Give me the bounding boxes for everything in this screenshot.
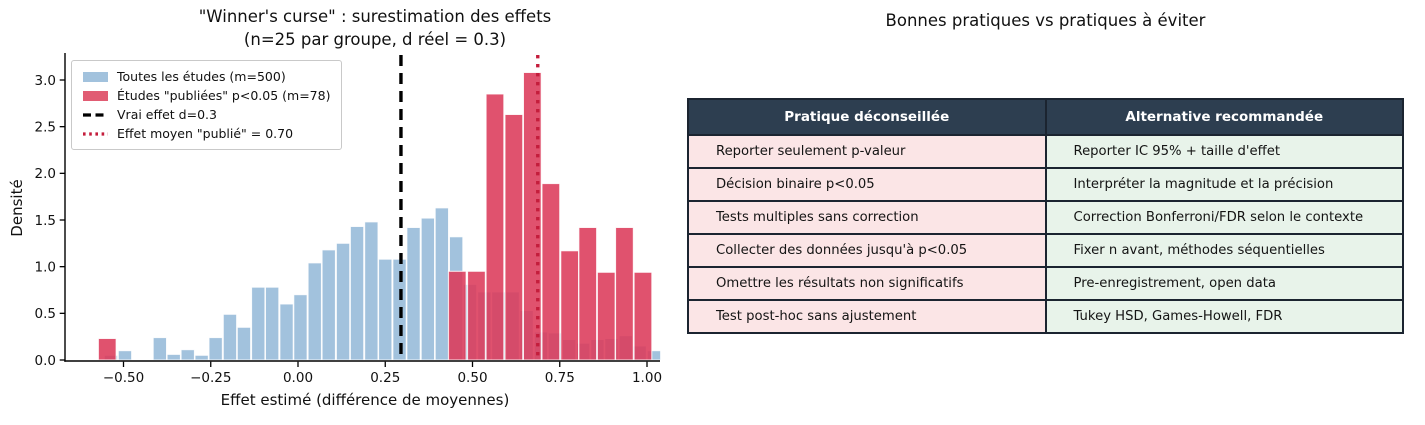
table-row: Test post-hoc sans ajustement Tukey HSD, …: [687, 299, 1404, 334]
table-row: Décision binaire p<0.05 Interpréter la ma…: [687, 167, 1404, 202]
alternative-cell: Reporter IC 95% + taille d'effet: [1044, 134, 1404, 169]
all-studies-bar: [152, 337, 167, 361]
y-tick-label: 0.5: [35, 306, 56, 322]
bad-practice-cell: Décision binaire p<0.05: [687, 167, 1047, 202]
legend-swatch-patch: [83, 71, 108, 82]
y-tick-label: 1.0: [35, 259, 56, 275]
alternative-cell: Tukey HSD, Games-Howell, FDR: [1044, 299, 1404, 334]
all-studies-bar: [406, 227, 421, 361]
x-tick-label: −0.25: [190, 370, 231, 386]
published-studies-bar: [504, 114, 524, 361]
alternative-cell: Pre-enregistrement, open data: [1044, 266, 1404, 301]
x-tick-label: 0.50: [457, 370, 487, 386]
legend-label: Études "publiées" p<0.05 (m=78): [117, 88, 331, 103]
published-studies-bar: [541, 183, 561, 361]
published-studies-bar: [578, 227, 598, 361]
chart-title-line2: (n=25 par groupe, d réel = 0.3): [243, 29, 507, 49]
legend-label: Effet moyen "publié" = 0.70: [117, 126, 294, 141]
table-row: Collecter des données jusqu'à p<0.05 Fixe…: [687, 233, 1404, 268]
chart-title: "Winner's curse" : surestimation des eff…: [60, 6, 690, 52]
legend-swatch-dotted-line: [83, 131, 108, 136]
published-studies-bar: [560, 250, 579, 361]
all-studies-bar: [265, 286, 280, 361]
x-tick-label: −0.50: [103, 370, 144, 386]
legend-swatch-dashed-line: [83, 112, 108, 117]
x-tick-label: 0.25: [370, 370, 400, 386]
all-studies-bar: [222, 313, 238, 361]
published-studies-bar: [615, 227, 634, 361]
histogram-plot: −0.50 −0.25 0.00 0.25 0.50 0.75 1.00 0.0 0.5 1.0 1…: [35, 53, 662, 386]
chart-title-line1: "Winner's curse" : surestimation des eff…: [198, 7, 552, 26]
x-axis-label: Effet estimé (différence de moyennes): [220, 391, 510, 409]
all-studies-bar: [420, 217, 436, 361]
best-practices-table: Pratique déconseillée Alternative recomma…: [687, 98, 1404, 334]
y-tick-label: 0.0: [35, 353, 56, 369]
published-studies-bar: [97, 338, 117, 361]
all-studies-bar: [321, 249, 336, 361]
all-studies-bar: [251, 286, 266, 361]
legend-swatch-patch: [83, 90, 108, 101]
legend-item: Effet moyen "publié" = 0.70: [83, 126, 330, 141]
table-row: Omettre les résultats non significatifs P…: [687, 266, 1404, 301]
all-studies-bar: [293, 294, 308, 361]
table-header-row: Pratique déconseillée Alternative recomma…: [687, 98, 1404, 136]
all-studies-bar: [117, 350, 133, 361]
y-axis-label: Densité: [8, 179, 26, 237]
all-studies-bar: [434, 207, 450, 361]
bad-practice-cell: Tests multiples sans correction: [687, 200, 1047, 235]
all-studies-bar: [166, 353, 181, 361]
winners-curse-chart-panel: "Winner's curse" : surestimation des eff…: [0, 0, 690, 425]
bad-practice-cell: Omettre les résultats non significatifs: [687, 266, 1047, 301]
chart-legend: Toutes les études (m=500) Études "publiée…: [71, 60, 343, 150]
table-row: Reporter seulement p-valeur Reporter IC 9…: [687, 134, 1404, 169]
all-studies-bar: [378, 258, 393, 361]
published-studies-bar: [633, 271, 653, 361]
legend-item: Vrai effet d=0.3: [83, 107, 330, 122]
all-studies-bar: [349, 226, 365, 361]
y-tick-label: 1.5: [35, 213, 56, 229]
bad-practice-cell: Reporter seulement p-valeur: [687, 134, 1047, 169]
y-tick-label: 2.0: [35, 166, 56, 182]
x-tick-label: 0.75: [545, 370, 575, 386]
legend-item: Études "publiées" p<0.05 (m=78): [83, 88, 330, 103]
all-studies-bar: [208, 337, 223, 361]
published-studies-bar: [447, 270, 467, 361]
y-tick-label: 2.5: [35, 119, 56, 135]
legend-label: Toutes les études (m=500): [117, 69, 286, 84]
all-studies-bar: [279, 303, 294, 361]
published-studies-bar: [485, 93, 505, 361]
alternative-cell: Fixer n avant, méthodes séquentielles: [1044, 233, 1404, 268]
alternative-cell: Interpréter la magnitude et la précision: [1044, 167, 1404, 202]
x-tick-label: 0.00: [283, 370, 313, 386]
y-tick-label: 3.0: [35, 73, 56, 89]
header-bad-practice: Pratique déconseillée: [687, 98, 1047, 136]
all-studies-bar: [364, 221, 379, 361]
x-tick-label: 1.00: [632, 370, 662, 386]
published-studies-bar: [596, 271, 616, 361]
legend-item: Toutes les études (m=500): [83, 69, 330, 84]
all-studies-bar: [307, 262, 322, 361]
legend-label: Vrai effet d=0.3: [117, 107, 217, 122]
published-studies-bar: [467, 270, 486, 361]
table-title: Bonnes pratiques vs pratiques à éviter: [885, 11, 1206, 30]
all-studies-bar: [335, 242, 351, 361]
published-studies-bar: [523, 72, 542, 361]
bad-practice-cell: Test post-hoc sans ajustement: [687, 299, 1047, 334]
best-practices-panel: Bonnes pratiques vs pratiques à éviter P…: [687, 0, 1404, 425]
table-row: Tests multiples sans correction Correctio…: [687, 200, 1404, 235]
all-studies-bar: [194, 354, 209, 361]
all-studies-bar: [236, 326, 252, 361]
alternative-cell: Correction Bonferroni/FDR selon le conte…: [1044, 200, 1404, 235]
all-studies-bar: [180, 349, 195, 361]
bad-practice-cell: Collecter des données jusqu'à p<0.05: [687, 233, 1047, 268]
header-recommended-alternative: Alternative recommandée: [1044, 98, 1404, 136]
